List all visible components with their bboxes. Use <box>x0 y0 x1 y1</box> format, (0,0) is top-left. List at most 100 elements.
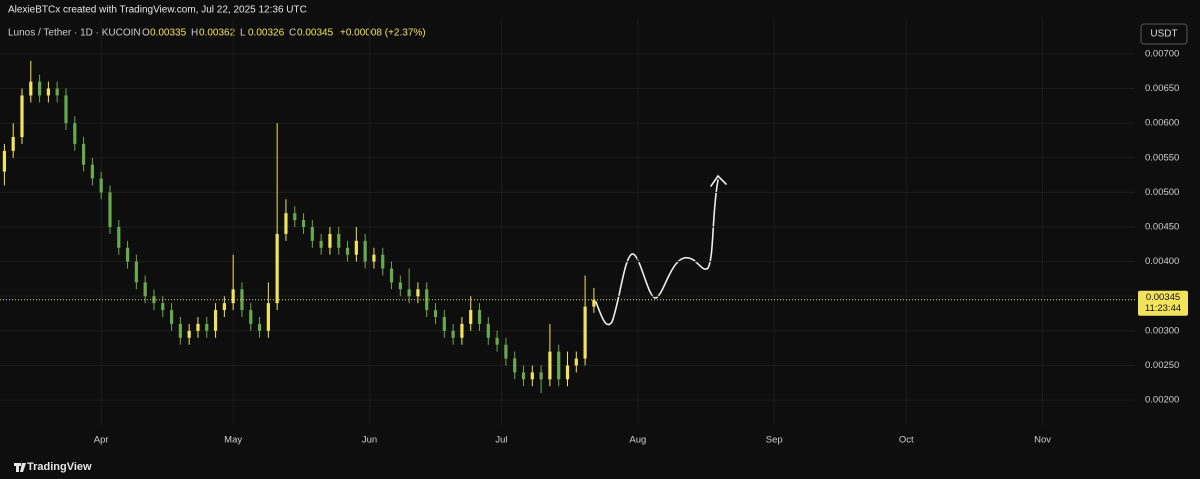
change: +0.00008 (+2.37%) <box>340 28 426 39</box>
countdown: 11:23:44 <box>1145 303 1181 314</box>
x-tick-label: Jun <box>362 435 377 446</box>
candle-body <box>557 351 561 380</box>
y-tick-label: 0.00450 <box>1145 222 1179 233</box>
y-tick-label: 0.00300 <box>1145 325 1179 336</box>
ohlc-value: 0.00362 <box>199 28 236 39</box>
candle-body <box>11 137 15 151</box>
candle-body <box>521 372 526 380</box>
candle-body <box>37 81 42 96</box>
candle-body <box>46 88 50 96</box>
candle-body <box>310 227 314 241</box>
candle-body <box>231 289 235 304</box>
candle-body <box>539 372 543 380</box>
candle-body <box>55 88 59 96</box>
currency-box <box>1140 23 1188 45</box>
candle-body <box>407 289 411 297</box>
candle-body <box>477 310 482 324</box>
candle-body <box>398 282 402 290</box>
currency: USDT <box>1150 29 1177 40</box>
candle-body <box>90 164 94 179</box>
candle-body <box>178 323 182 338</box>
candle-body <box>530 372 534 380</box>
candle-body <box>81 143 86 165</box>
y-tick-label: 0.00650 <box>1145 83 1179 94</box>
candle-body <box>293 213 297 221</box>
candle-body <box>20 95 24 137</box>
candle-body <box>433 310 438 317</box>
y-tick-label: 0.00250 <box>1145 360 1179 371</box>
candle-body <box>2 150 6 172</box>
candle-body <box>161 303 165 311</box>
x-tick-label: Jul <box>495 435 507 446</box>
candle-body <box>354 240 358 255</box>
candle-body <box>275 233 279 304</box>
header: AlexieBTCx created with TradingView.com,… <box>8 5 307 16</box>
candle-body <box>64 95 68 124</box>
candle-body <box>108 192 112 227</box>
candle-body <box>592 299 596 307</box>
candle-body <box>442 317 446 331</box>
y-tick-label: 0.00200 <box>1145 395 1179 406</box>
candle-body <box>187 330 191 338</box>
candle-body <box>469 310 473 324</box>
drawn-arrow <box>595 174 727 326</box>
candle-body <box>213 310 218 331</box>
candle-body <box>143 282 147 297</box>
candle-body <box>328 233 332 248</box>
ohlc-key: C <box>289 28 296 39</box>
candle-body <box>389 268 394 283</box>
y-tick-label: 0.00600 <box>1145 118 1179 129</box>
candle-body <box>381 254 385 269</box>
ohlc-key: O <box>142 28 150 39</box>
price-tag <box>1138 290 1188 316</box>
candle-body <box>99 178 103 193</box>
candle-body <box>257 323 262 331</box>
plot-area <box>0 20 1135 425</box>
candle-body <box>363 240 367 262</box>
symbol: Lunos / Tether · 1D · KUCOIN <box>8 28 141 39</box>
x-tick-label: Nov <box>1034 435 1051 446</box>
ohlc-key: H <box>191 28 198 39</box>
candle-body <box>29 81 33 96</box>
x-tick-label: Sep <box>766 435 783 446</box>
ohlc-value: 0.00326 <box>248 28 285 39</box>
candle-body <box>301 220 306 227</box>
candle-body <box>169 310 174 324</box>
candle-body <box>222 303 226 311</box>
x-tick-label: Aug <box>629 435 646 446</box>
brand-logo <box>14 463 26 472</box>
candle-body <box>73 123 77 144</box>
candle-body <box>460 323 464 338</box>
y-tick-label: 0.00500 <box>1145 187 1179 198</box>
candle-body <box>495 337 499 345</box>
candle-body <box>504 344 508 359</box>
candle-body <box>372 254 376 262</box>
brand: TradingView <box>27 461 92 473</box>
last-price: 0.00345 <box>1146 292 1180 303</box>
ohlc-key: L <box>240 28 246 39</box>
ohlc-value: 0.00345 <box>297 28 334 39</box>
x-tick-label: May <box>224 435 242 446</box>
candle-body <box>284 213 288 234</box>
candle-body <box>416 289 420 297</box>
ohlc-value: 0.00335 <box>150 28 187 39</box>
y-tick-label: 0.00400 <box>1145 256 1179 267</box>
candle-body <box>513 358 517 373</box>
x-tick-label: Apr <box>94 435 109 446</box>
candle-body <box>486 323 490 338</box>
y-tick-label: 0.00700 <box>1145 48 1179 59</box>
x-tick-label: Oct <box>899 435 914 446</box>
candle-body <box>345 247 350 255</box>
candle-body <box>205 323 209 331</box>
candle-body <box>548 351 552 380</box>
candle-body <box>574 358 578 366</box>
candle-body <box>451 330 455 338</box>
candle-body <box>565 365 570 380</box>
candle-body <box>583 306 587 359</box>
candle-body <box>125 247 130 262</box>
candle-body <box>117 227 121 248</box>
candle-body <box>266 303 270 331</box>
ohlc-legend: O 0.00335 H 0.00362 L 0.00326 C 0.00345 +0.00008… <box>142 28 426 39</box>
